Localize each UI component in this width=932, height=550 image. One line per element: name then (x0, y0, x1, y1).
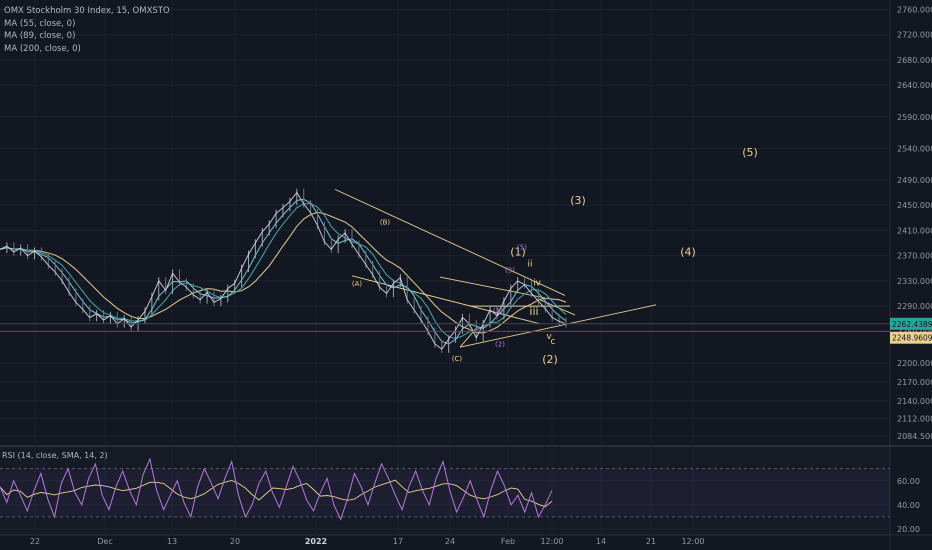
wave-label: v (546, 332, 552, 342)
ma200-legend[interactable]: MA (200, close, 0) (4, 43, 81, 54)
wave-label: c (551, 337, 556, 347)
wave-label: (5) (742, 146, 758, 159)
time-tick-label: 21 (646, 537, 656, 546)
rsi-band (0, 468, 890, 517)
time-tick-label: 13 (167, 537, 177, 546)
rsi-tick-label: 20.00 (897, 525, 920, 534)
trendline (334, 188, 566, 296)
wave-label: iii (529, 305, 538, 318)
price-tick-label: 2330.0000 (897, 277, 932, 286)
time-tick-label: 12:00 (681, 537, 704, 546)
rsi-tick-label: 60.00 (897, 477, 920, 486)
ma-price-label-bg (890, 331, 932, 344)
price-tick-label: 2370.0000 (897, 252, 932, 261)
time-tick-label: 20 (230, 537, 240, 546)
wave-label: (B) (380, 219, 391, 227)
price-tick-label: 2490.0000 (897, 176, 932, 185)
trendline (459, 304, 657, 348)
ma89-line (0, 203, 567, 340)
price-tick-label: 2140.0000 (897, 397, 932, 406)
chart-title[interactable]: OMX Stockholm 30 Index, 15, OMXSTO (4, 6, 170, 16)
indicator-legend: OMX Stockholm 30 Index, 15, OMXSTO MA (5… (4, 5, 170, 55)
wave-label: ii (527, 259, 532, 269)
time-tick-label: 22 (30, 537, 40, 546)
ma55-line (0, 198, 567, 345)
last-price-label-bg (890, 317, 932, 330)
rsi-line (0, 457, 553, 521)
wave-label: (4) (680, 246, 696, 259)
price-line (0, 191, 567, 350)
price-tick-label: 2720.0000 (897, 31, 932, 40)
wave-labels: (5)(3)(4)(2)(1)(5)(3)(1)(2)(B)(A)(C)iiiv… (352, 146, 758, 366)
price-tick-label: 2084.5000 (897, 432, 932, 441)
price-tick-label: 2760.0000 (897, 5, 932, 14)
drawing-layer (334, 188, 657, 348)
main-price-plot (0, 188, 890, 353)
price-tick-label: 2450.0000 (897, 201, 932, 210)
time-tick-label: 2022 (305, 537, 327, 546)
price-tick-label: 2540.0000 (897, 144, 932, 153)
price-tick-label: 2112.0000 (897, 414, 932, 423)
time-tick-label: 14 (596, 537, 606, 546)
wave-label: (2) (542, 353, 558, 366)
wave-label: (3) (505, 267, 515, 275)
wave-label: (2) (495, 341, 505, 349)
last-price-label: 2262.4389 (892, 320, 932, 329)
time-axis: 22 Dec 13 20 2022 17 24 Feb 12:00 14 21 12:00 (30, 537, 705, 546)
ma55-legend[interactable]: MA (55, close, 0) (4, 18, 76, 29)
price-tick-label: 2590.0000 (897, 113, 932, 122)
ma89-legend[interactable]: MA (89, close, 0) (4, 31, 76, 41)
wave-label: (1) (510, 246, 526, 259)
time-tick-label: Dec (97, 537, 112, 546)
price-tick-label: 2200.0000 (897, 359, 932, 368)
wave-label: (1) (493, 307, 503, 315)
trendline (439, 276, 546, 299)
price-tick-label: 2410.0000 (897, 226, 932, 235)
ma200-line (0, 211, 567, 334)
price-tick-label: 2290.0000 (897, 302, 932, 311)
trendline (351, 275, 541, 325)
price-tick-label: 2680.0000 (897, 56, 932, 65)
wave-label: (C) (452, 355, 463, 363)
wave-label: (5) (517, 243, 527, 251)
wave-label: iv (533, 278, 542, 288)
rsi-legend[interactable]: RSI (14, close, SMA, 14, 2) (2, 451, 108, 460)
time-tick-label: 17 (393, 537, 403, 546)
price-axis: 2760.0000 2720.0000 2680.0000 2640.0000 2590… (890, 5, 932, 534)
rsi-tick-label: 40.00 (897, 501, 920, 510)
time-tick-label: 24 (445, 537, 455, 546)
ma-price-label: 2248.9609 (892, 334, 932, 343)
wave-label: (A) (352, 280, 363, 288)
rsi-plot (0, 457, 890, 521)
price-tick-label: 2640.0000 (897, 81, 932, 90)
time-tick-label: 12:00 (540, 537, 563, 546)
rsi-sma-line (0, 479, 553, 508)
time-tick-label: Feb (501, 537, 515, 546)
wave-label: (3) (570, 194, 586, 207)
price-tick-label: 2170.0000 (897, 378, 932, 387)
